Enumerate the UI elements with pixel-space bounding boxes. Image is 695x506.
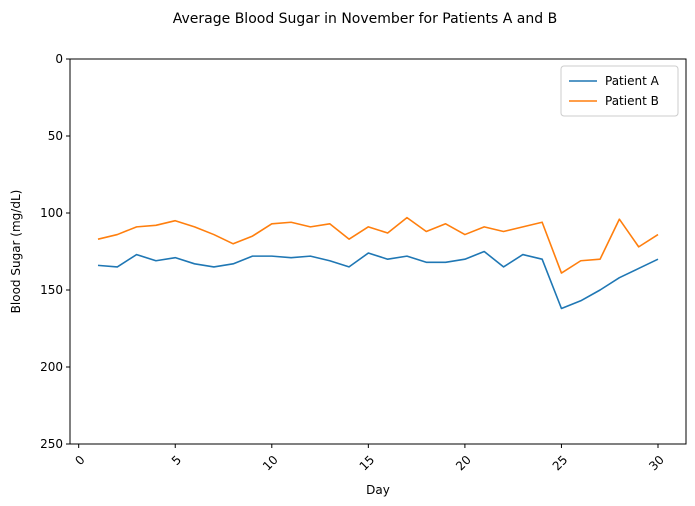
x-tick-label: 0 (72, 453, 87, 468)
x-tick-label: 30 (646, 453, 667, 474)
plot-frame (69, 58, 687, 445)
x-tick-label: 25 (550, 453, 571, 474)
x-tick-label: 15 (357, 453, 378, 474)
y-tick-label: 250 (40, 437, 63, 451)
y-tick-label: 0 (55, 52, 63, 66)
y-axis-label: Blood Sugar (mg/dL) (9, 190, 23, 314)
legend: Patient A Patient B (560, 65, 679, 117)
x-tick-label: 10 (260, 453, 281, 474)
legend-box (560, 65, 679, 117)
x-tick-label: 20 (453, 453, 474, 474)
y-tick-label: 50 (48, 129, 63, 143)
series-line-patient-b (97, 216, 659, 274)
y-tick-label: 200 (40, 360, 63, 374)
x-tick-label: 5 (169, 453, 184, 468)
legend-label: Patient A (605, 74, 660, 88)
plot-area (97, 216, 659, 310)
y-tick-label: 100 (40, 206, 63, 220)
series-line-patient-a (97, 250, 659, 310)
axis-ticks: 0 5 10 15 20 25 30 0 50 100 150 200 250 (40, 52, 667, 473)
chart-title: Average Blood Sugar in November for Pati… (173, 11, 557, 27)
x-axis-label: Day (366, 483, 390, 497)
legend-label: Patient B (605, 94, 659, 108)
y-tick-label: 150 (40, 283, 63, 297)
